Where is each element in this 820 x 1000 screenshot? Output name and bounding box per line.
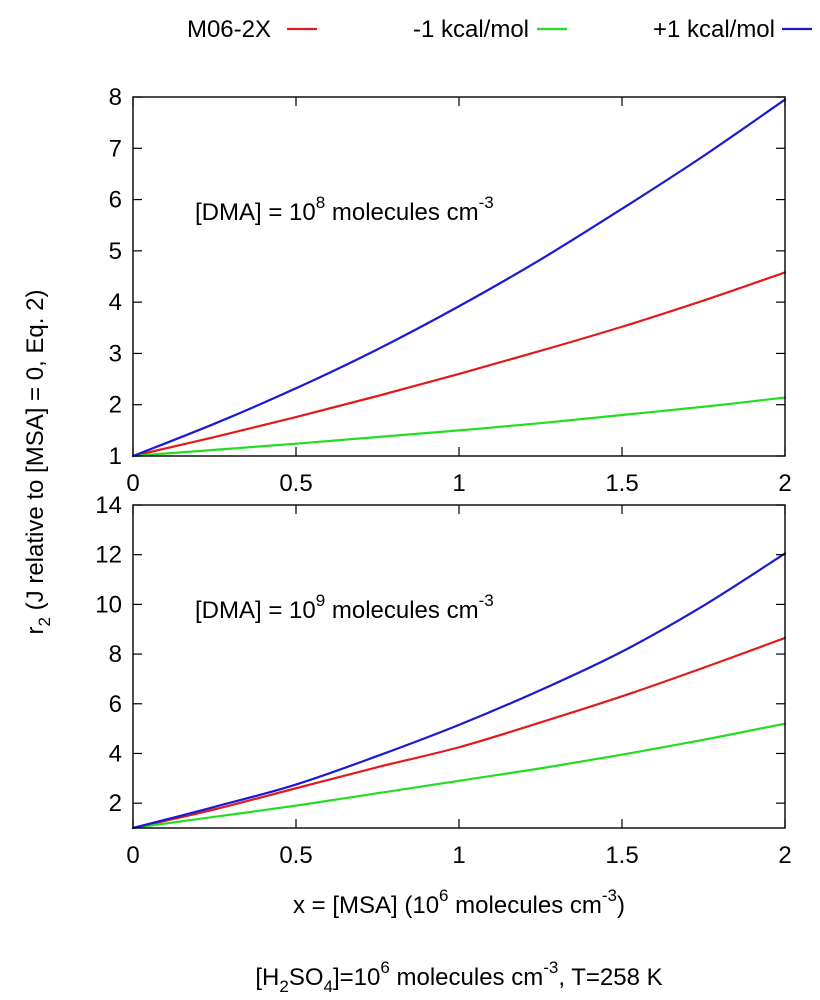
x-axis-label: x = [MSA] (106 molecules cm-3)	[293, 886, 625, 919]
legend-label-plus-1: +1 kcal/mol	[653, 16, 775, 43]
top-annotation: [DMA] = 108 molecules cm-3	[195, 193, 494, 226]
bottom-plot-frame	[132, 504, 786, 829]
bottom-x-tick-label: 2	[778, 842, 791, 869]
bottom-x-tick-label: 0	[126, 842, 139, 869]
legend: M06-2X -1 kcal/mol +1 kcal/mol	[187, 16, 812, 43]
bottom-y-tick-label: 14	[95, 492, 122, 519]
bottom-y-tick-label: 2	[109, 790, 122, 817]
bottom-annotation: [DMA] = 109 molecules cm-3	[195, 591, 494, 624]
top-x-tick-label: 0.5	[279, 470, 312, 497]
top-x-tick-label: 2	[778, 470, 791, 497]
legend-label-m06-2x: M06-2X	[187, 16, 271, 43]
bottom-series-line-m06-2x	[131, 636, 787, 830]
bottom-x-tick-label: 1.5	[605, 842, 638, 869]
top-series-line-m06-2x	[131, 271, 787, 458]
bottom-y-tick-label: 4	[109, 740, 122, 767]
top-series-line-1-kcal-mol	[131, 396, 787, 458]
bottom-y-tick-label: 12	[95, 542, 122, 569]
top-x-tick-label: 1.5	[605, 470, 638, 497]
top-y-tick-label: 7	[109, 135, 122, 162]
y-axis-label: r2 (J relative to [MSA] = 0, Eq. 2)	[22, 290, 54, 635]
top-y-tick-label: 1	[109, 443, 122, 470]
bottom-y-tick-label: 10	[95, 591, 122, 618]
top-x-tick-label: 0	[126, 470, 139, 497]
bottom-x-tick-label: 1	[452, 842, 465, 869]
top-y-tick-label: 8	[109, 84, 122, 111]
bottom-series-line-1-kcal-mol	[131, 722, 787, 830]
footer-conditions: [H2SO4]=106 molecules cm-3, T=258 K	[255, 958, 662, 996]
bottom-series-line-1-kcal-mol	[131, 552, 787, 830]
top-y-tick-label: 4	[109, 289, 122, 316]
legend-label-minus-1: -1 kcal/mol	[413, 16, 529, 43]
top-panel: 0 0.5 1 1.5 2 1 2 3 4 5 6 7 8 [DMA] = 108 molecules …	[109, 84, 792, 497]
bottom-y-tick-label: 6	[109, 691, 122, 718]
top-y-tick-label: 3	[109, 340, 122, 367]
top-x-tick-label: 1	[452, 470, 465, 497]
top-y-tick-label: 5	[109, 238, 122, 265]
bottom-y-tick-label: 8	[109, 641, 122, 668]
bottom-x-tick-label: 0.5	[279, 842, 312, 869]
top-series-line-1-kcal-mol	[131, 98, 787, 458]
top-y-tick-label: 2	[109, 392, 122, 419]
top-plot-frame	[132, 96, 786, 457]
top-y-tick-label: 6	[109, 187, 122, 214]
bottom-panel: 0 0.5 1 1.5 2 2 4 6 8 10 12 14 [DMA] = 109 molecule…	[95, 492, 791, 869]
